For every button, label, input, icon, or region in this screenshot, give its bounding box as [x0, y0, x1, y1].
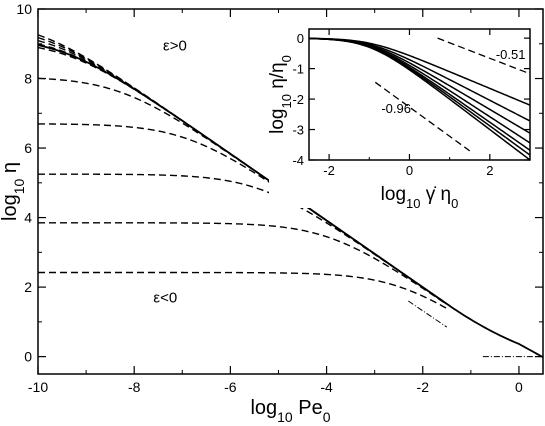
main-y-axis-label: log10 η: [0, 162, 27, 221]
main-y-tick-label: 0: [24, 349, 32, 365]
main-guide-line: [408, 300, 448, 328]
main-x-tick-label: -10: [28, 379, 48, 395]
inset-x-tick-label: 2: [486, 163, 493, 178]
inset-y-tick-label: -2: [292, 92, 304, 107]
inset-annotations-group: -0.51 -0.96: [381, 47, 525, 116]
inset-series-line: [309, 37, 530, 160]
main-annotation: ε<0: [153, 290, 177, 307]
inset-ticks-group: -2 0 2 0 -1 -2 -3 -4: [292, 29, 530, 178]
inset-y-tick-label: 0: [297, 31, 304, 46]
main-y-tick-label: 10: [16, 1, 32, 17]
main-x-tick-label: -4: [320, 379, 333, 395]
main-annotations-group: ε>0 ε<0: [153, 38, 186, 307]
inset-y-tick-label: -3: [292, 123, 304, 138]
main-series-line: [38, 271, 448, 310]
main-plot-frame: [37, 8, 544, 375]
inset-y-axis-label: log10 η/η0: [267, 55, 294, 134]
main-x-tick-label: -8: [128, 379, 141, 395]
inset-annotation: -0.96: [381, 101, 411, 116]
inset-x-tick-label: 0: [406, 163, 413, 178]
main-x-tick-label: -2: [417, 379, 430, 395]
inset-slope-guide: [374, 81, 471, 152]
inset-series-group: [309, 37, 530, 160]
main-x-axis-label: log10 Pe0: [250, 397, 330, 425]
main-annotation: ε>0: [163, 38, 187, 55]
inset-slope-guide: [437, 37, 530, 75]
inset-plot-frame: [308, 28, 531, 161]
inset-plot: -2 0 2 0 -1 -2 -3 -4 -0.51 -0.96 log10 γ̇ η0 log…: [267, 25, 534, 211]
inset-y-tick-label: -4: [292, 153, 304, 168]
main-y-tick-label: 4: [24, 210, 32, 226]
inset-annotation: -0.51: [496, 47, 526, 62]
main-x-tick-label: 0: [515, 379, 523, 395]
main-x-tick-label: -6: [224, 379, 237, 395]
inset-x-axis-label: log10 γ̇ η0: [381, 184, 459, 211]
main-y-tick-label: 2: [24, 279, 32, 295]
main-y-tick-label: 8: [24, 71, 32, 87]
main-series-group: [37, 34, 544, 358]
main-y-tick-label: 6: [24, 140, 32, 156]
main-series-line: [38, 173, 448, 305]
inset-y-tick-label: -1: [292, 62, 304, 77]
inset-x-tick-label: -2: [323, 163, 335, 178]
main-series-line: [38, 222, 448, 305]
